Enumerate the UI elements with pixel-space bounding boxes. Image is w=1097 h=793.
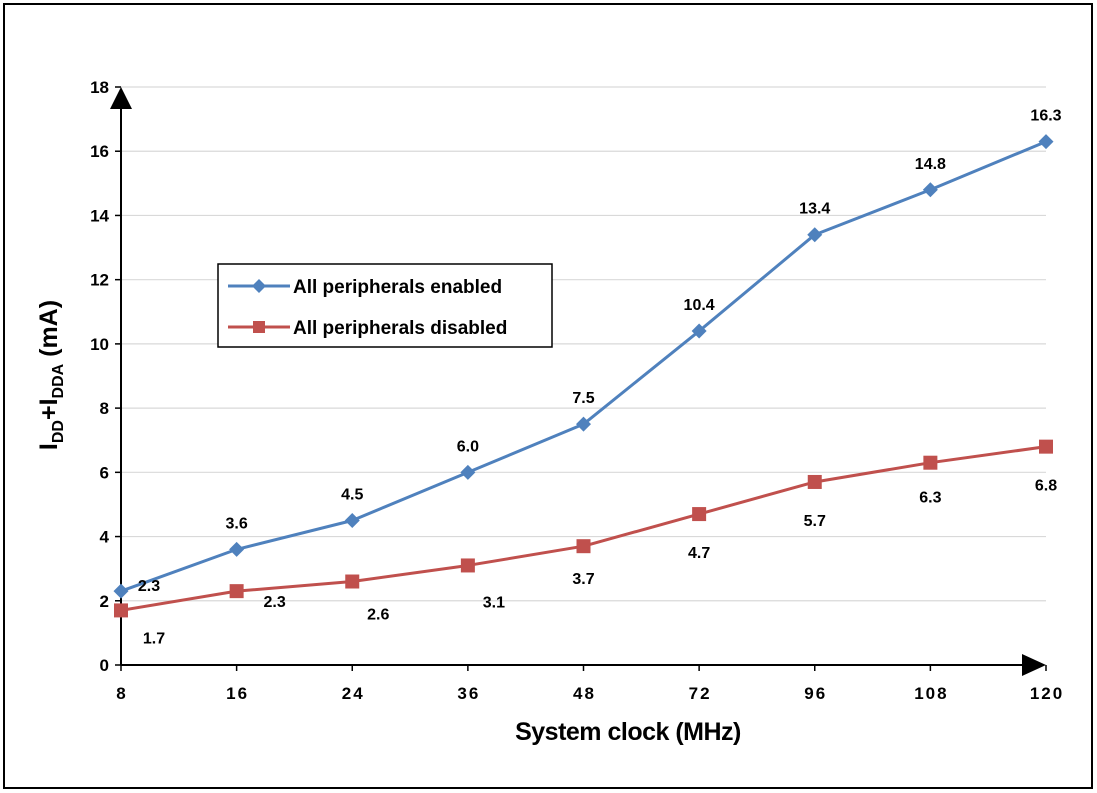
y-tick-label-3: 6	[100, 463, 109, 482]
y-axis-arrow	[110, 87, 132, 109]
legend-marker-enabled	[252, 279, 266, 293]
x-tick-labels: 8 16 24 36 48 72 96 108 120	[116, 684, 1064, 703]
point-1-1	[229, 584, 244, 599]
data-label-0-2: 4.5	[341, 487, 363, 504]
y-axis-title-main: I	[35, 443, 63, 450]
data-label-1-3: 3.1	[483, 594, 505, 611]
data-label-1-4: 3.7	[572, 571, 594, 588]
data-label-0-5: 10.4	[684, 297, 715, 314]
data-label-1-7: 6.3	[919, 490, 941, 507]
y-tick-label-1: 2	[100, 592, 109, 611]
point-1-8	[1039, 439, 1053, 454]
point-0-5	[691, 323, 707, 339]
y-tick-label-6: 12	[90, 271, 109, 290]
y-axis-title-plus: +I	[35, 398, 63, 420]
y-tick-label-7: 14	[90, 206, 109, 225]
x-tick-label-1: 16	[226, 684, 249, 703]
point-0-8	[1038, 134, 1054, 150]
series-line-0	[120, 140, 1047, 593]
y-axis-title-sub2: DDA	[50, 363, 67, 398]
x-tick-label-4: 48	[573, 684, 596, 703]
gridlines	[121, 86, 1046, 602]
point-0-2	[344, 513, 360, 528]
data-label-0-7: 14.8	[915, 156, 946, 173]
series-1	[114, 439, 1053, 618]
data-series	[113, 134, 1054, 618]
point-0-1	[229, 541, 245, 557]
point-1-6	[807, 474, 822, 489]
y-tick-label-4: 8	[100, 399, 109, 418]
data-label-1-6: 5.7	[804, 513, 826, 530]
point-1-2	[345, 574, 360, 589]
data-label-0-3: 6.0	[457, 438, 479, 455]
chart-frame	[3, 3, 1093, 789]
legend-label-enabled: All peripherals enabled	[293, 277, 502, 298]
y-tick-label-2: 4	[100, 528, 110, 547]
data-label-1-8: 6.8	[1035, 478, 1057, 495]
y-axis-title-unit: (mA)	[35, 300, 63, 364]
legend-marker-disabled	[253, 321, 265, 333]
y-axis-title-sub1: DD	[50, 420, 67, 443]
y-axis-title: IDD+IDDA (mA)	[35, 300, 67, 450]
point-1-0	[114, 603, 128, 618]
data-label-1-1: 2.3	[264, 594, 286, 611]
x-tick-label-3: 36	[457, 684, 480, 703]
y-tick-labels: 0 2 4 6 8 10 12 14 16 18	[90, 78, 109, 675]
point-0-6	[807, 227, 823, 243]
data-label-1-2: 2.6	[367, 607, 389, 624]
data-label-0-1: 3.6	[226, 515, 248, 532]
y-tick-label-9: 18	[90, 78, 109, 97]
x-tick-label-6: 96	[804, 684, 827, 703]
x-axis-arrow	[1022, 654, 1046, 676]
point-1-5	[692, 507, 707, 522]
data-labels: 2.3 3.6 4.5 6.0 7.5 10.4 13.4 14.8 16.3 1.7 2.3 2.6…	[138, 108, 1062, 648]
data-label-0-0: 2.3	[138, 578, 160, 595]
x-tick-label-0: 8	[116, 684, 127, 703]
x-tick-label-5: 72	[689, 684, 712, 703]
y-tick-label-8: 16	[90, 142, 109, 161]
point-1-3	[460, 558, 475, 573]
legend: All peripherals enabled All peripherals …	[217, 263, 553, 348]
x-axis-title: System clock (MHz)	[515, 718, 741, 746]
legend-box	[217, 263, 553, 348]
x-tick-label-2: 24	[342, 684, 365, 703]
point-1-4	[576, 539, 591, 554]
data-label-0-6: 13.4	[799, 201, 830, 218]
x-tick-label-7: 108	[914, 684, 948, 703]
point-0-3	[460, 464, 476, 480]
legend-label-disabled: All peripherals disabled	[293, 318, 507, 339]
x-tick-label-8: 120	[1030, 684, 1064, 703]
series-0	[113, 134, 1054, 599]
y-tick-label-0: 0	[100, 656, 109, 675]
point-0-4	[576, 416, 591, 432]
data-label-0-4: 7.5	[572, 390, 594, 407]
point-0-7	[922, 182, 938, 198]
data-label-1-5: 4.7	[688, 545, 710, 562]
y-tick-label-5: 10	[90, 335, 109, 354]
point-1-7	[923, 455, 938, 470]
data-label-0-8: 16.3	[1030, 108, 1061, 125]
point-0-0	[113, 583, 129, 599]
data-label-1-0: 1.7	[143, 630, 165, 647]
axes	[110, 86, 1047, 676]
